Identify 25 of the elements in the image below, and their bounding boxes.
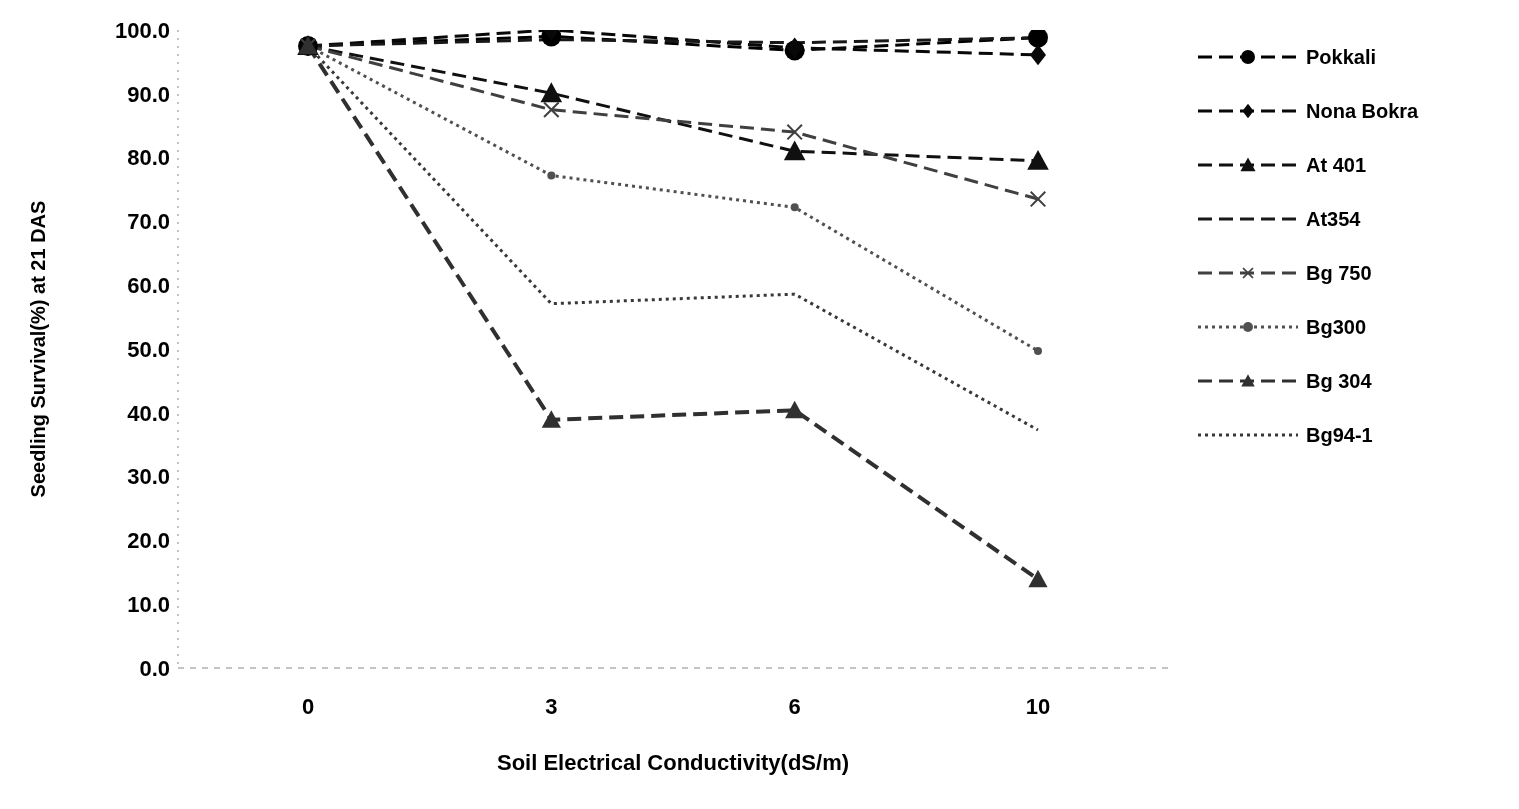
y-tick-label: 80.0: [127, 145, 170, 171]
legend-label: At354: [1306, 207, 1361, 231]
legend-label: Bg300: [1306, 315, 1367, 339]
legend-label: At 401: [1306, 153, 1367, 177]
y-tick-label: 60.0: [127, 273, 170, 299]
y-axis-title: Seedling Survival(%) at 21 DAS: [27, 200, 50, 498]
x-tick-label: 10: [1025, 693, 1051, 719]
y-tick-label: 50.0: [127, 336, 170, 362]
x-tick-label: 3: [545, 693, 558, 719]
y-tick-label: 90.0: [127, 81, 170, 107]
y-tick-label: 0.0: [139, 655, 170, 681]
y-tick-label: 70.0: [127, 209, 170, 235]
y-tick-label: 40.0: [127, 400, 170, 426]
legend-label: Nona Bokra: [1306, 99, 1419, 123]
legend-label: Bg94-1: [1306, 423, 1373, 447]
legend-label: Bg 750: [1306, 261, 1372, 285]
x-axis-title: Soil Electrical Conductivity(dS/m): [496, 750, 850, 775]
x-tick-label: 6: [788, 693, 801, 719]
y-tick-label: 30.0: [127, 464, 170, 490]
legend-label: Pokkali: [1306, 45, 1377, 69]
y-tick-label: 10.0: [127, 592, 170, 618]
x-tick-label: 0: [301, 693, 315, 719]
y-tick-label: 20.0: [127, 528, 170, 554]
legend-label: Bg 304: [1306, 369, 1372, 393]
y-tick-label: 100.0: [114, 17, 170, 43]
